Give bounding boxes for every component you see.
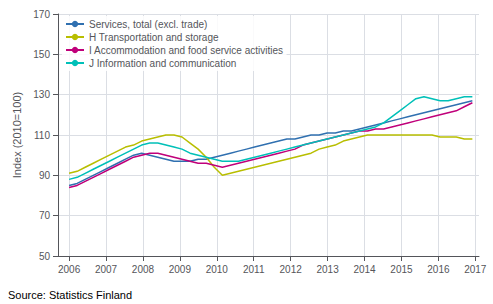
svg-text:2015: 2015 [390,264,413,275]
svg-text:130: 130 [33,89,50,100]
svg-text:2012: 2012 [280,264,303,275]
svg-text:2009: 2009 [169,264,192,275]
svg-text:150: 150 [33,49,50,60]
svg-text:Source: Statistics Finland: Source: Statistics Finland [8,289,132,301]
svg-text:2010: 2010 [206,264,229,275]
svg-text:90: 90 [39,170,51,181]
svg-text:50: 50 [39,251,51,262]
svg-text:2017: 2017 [464,264,487,275]
svg-text:J Information and communicatio: J Information and communication [89,58,236,69]
svg-text:Index (2010=100): Index (2010=100) [11,92,23,179]
svg-text:2008: 2008 [132,264,155,275]
svg-text:2014: 2014 [353,264,376,275]
svg-text:2016: 2016 [427,264,450,275]
svg-text:Services, total (excl. trade): Services, total (excl. trade) [89,19,207,30]
svg-text:2007: 2007 [95,264,118,275]
svg-text:I Accommodation and food servi: I Accommodation and food service activit… [89,45,283,56]
svg-text:170: 170 [33,9,50,20]
svg-text:110: 110 [34,130,50,141]
svg-text:2006: 2006 [58,264,81,275]
svg-text:70: 70 [39,210,51,221]
svg-text:2013: 2013 [316,264,339,275]
svg-text:2011: 2011 [243,264,265,275]
svg-text:H Transportation and storage: H Transportation and storage [89,32,219,43]
